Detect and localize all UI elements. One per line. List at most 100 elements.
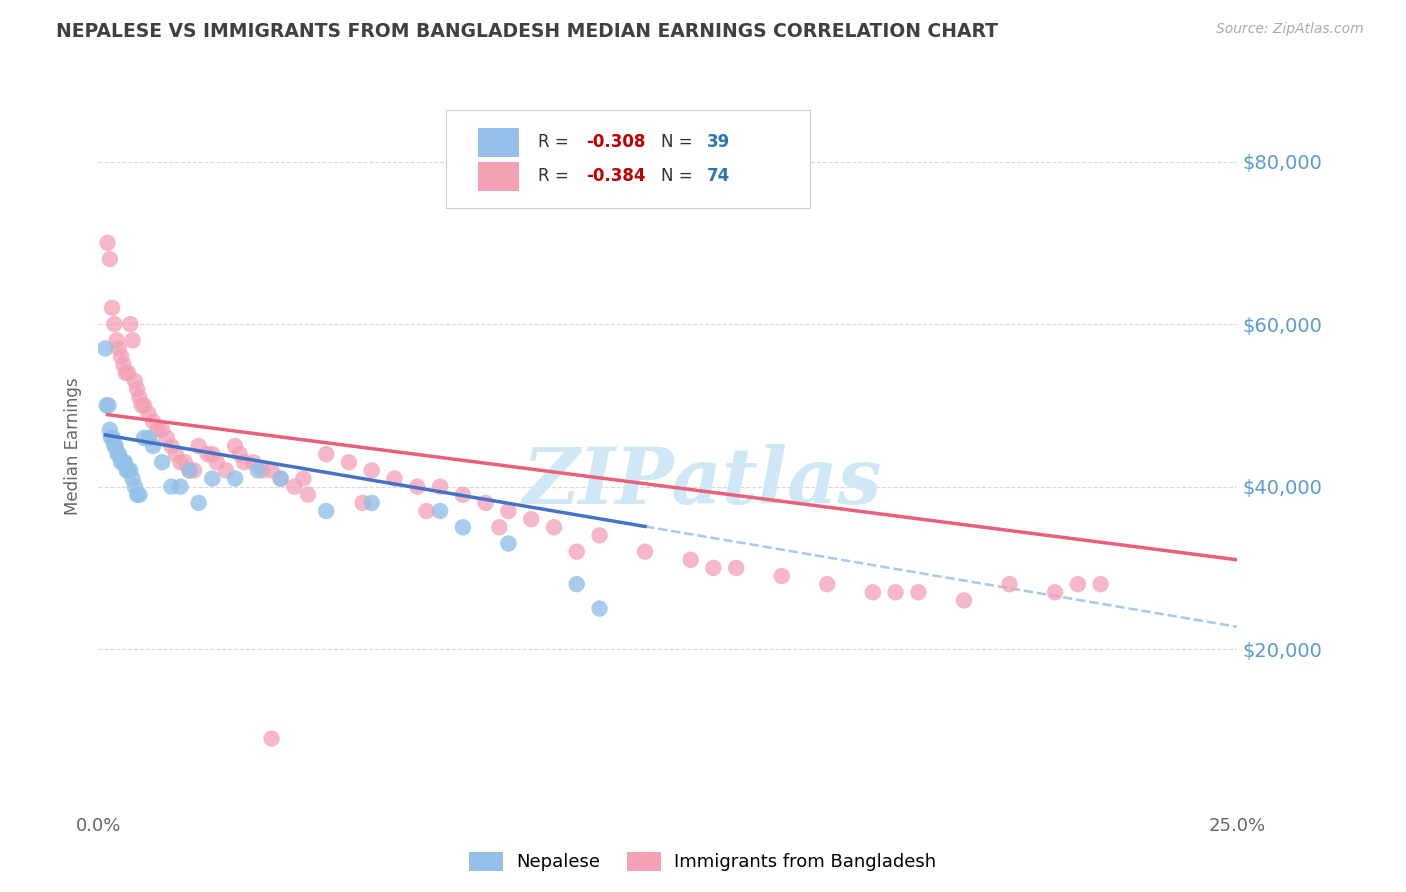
Point xyxy=(138,407,160,421)
Point xyxy=(128,390,150,404)
Point xyxy=(112,455,135,469)
Point xyxy=(953,593,976,607)
Point xyxy=(160,480,183,494)
Point xyxy=(107,447,129,461)
Text: N =: N = xyxy=(661,133,697,151)
Point xyxy=(117,366,139,380)
Point xyxy=(862,585,884,599)
Point xyxy=(406,480,429,494)
Point xyxy=(179,463,201,477)
Point xyxy=(120,463,142,477)
Point xyxy=(127,488,149,502)
Point xyxy=(429,480,451,494)
Point xyxy=(150,423,173,437)
Point xyxy=(252,463,274,477)
Point xyxy=(197,447,219,461)
Point xyxy=(103,317,125,331)
Point xyxy=(228,447,250,461)
Point xyxy=(101,431,124,445)
Point xyxy=(138,431,160,445)
FancyBboxPatch shape xyxy=(478,162,517,190)
Point xyxy=(1067,577,1090,591)
Point xyxy=(201,447,224,461)
Point xyxy=(98,252,121,266)
Point xyxy=(588,528,610,542)
Point xyxy=(565,577,588,591)
Point xyxy=(124,374,146,388)
Point xyxy=(315,447,337,461)
Point xyxy=(183,463,205,477)
Point xyxy=(104,439,127,453)
Point xyxy=(488,520,510,534)
Point xyxy=(187,439,209,453)
Point xyxy=(770,569,793,583)
Point xyxy=(543,520,565,534)
Legend: Nepalese, Immigrants from Bangladesh: Nepalese, Immigrants from Bangladesh xyxy=(463,845,943,879)
Point xyxy=(165,447,187,461)
Point xyxy=(146,423,169,437)
Point xyxy=(179,463,201,477)
Point xyxy=(100,431,122,445)
Point xyxy=(520,512,543,526)
Point xyxy=(114,366,136,380)
Point xyxy=(110,350,132,364)
Point xyxy=(498,504,520,518)
Point xyxy=(451,488,474,502)
Point xyxy=(142,415,165,429)
Point xyxy=(292,471,315,485)
Point xyxy=(97,398,120,412)
Point xyxy=(260,463,283,477)
Point xyxy=(117,463,139,477)
Point xyxy=(128,488,150,502)
Point xyxy=(169,480,191,494)
Point xyxy=(174,455,197,469)
Point xyxy=(112,358,135,372)
Point xyxy=(242,455,264,469)
Point xyxy=(634,544,657,558)
Point xyxy=(169,455,191,469)
Point xyxy=(156,431,179,445)
Point xyxy=(121,334,143,348)
Point xyxy=(121,471,143,485)
Point xyxy=(201,471,224,485)
Text: R =: R = xyxy=(538,133,574,151)
Text: -0.308: -0.308 xyxy=(586,133,645,151)
Y-axis label: Median Earnings: Median Earnings xyxy=(65,377,83,515)
Point xyxy=(98,423,121,437)
Text: R =: R = xyxy=(538,167,574,186)
Point xyxy=(120,317,142,331)
Point xyxy=(160,439,183,453)
Text: N =: N = xyxy=(661,167,697,186)
Point xyxy=(215,463,238,477)
Point xyxy=(260,731,283,746)
Text: NEPALESE VS IMMIGRANTS FROM BANGLADESH MEDIAN EARNINGS CORRELATION CHART: NEPALESE VS IMMIGRANTS FROM BANGLADESH M… xyxy=(56,22,998,41)
Point xyxy=(127,382,149,396)
Point xyxy=(815,577,838,591)
Point xyxy=(224,439,246,453)
Point xyxy=(187,496,209,510)
Point xyxy=(451,520,474,534)
FancyBboxPatch shape xyxy=(478,128,517,155)
Text: -0.384: -0.384 xyxy=(586,167,645,186)
Point xyxy=(105,334,128,348)
Point xyxy=(110,455,132,469)
Point xyxy=(429,504,451,518)
Point xyxy=(998,577,1021,591)
Point xyxy=(1090,577,1112,591)
Point xyxy=(384,471,406,485)
Point xyxy=(565,544,588,558)
Point xyxy=(297,488,319,502)
Point xyxy=(108,342,131,356)
Point xyxy=(96,398,118,412)
Point xyxy=(415,504,437,518)
Point xyxy=(108,447,131,461)
Point xyxy=(702,561,724,575)
Point xyxy=(679,553,702,567)
Point xyxy=(283,480,305,494)
Text: ZIPatlas: ZIPatlas xyxy=(522,444,882,521)
Point xyxy=(270,471,292,485)
Point xyxy=(132,398,155,412)
Point xyxy=(1043,585,1066,599)
Point xyxy=(360,463,382,477)
Point xyxy=(114,455,136,469)
